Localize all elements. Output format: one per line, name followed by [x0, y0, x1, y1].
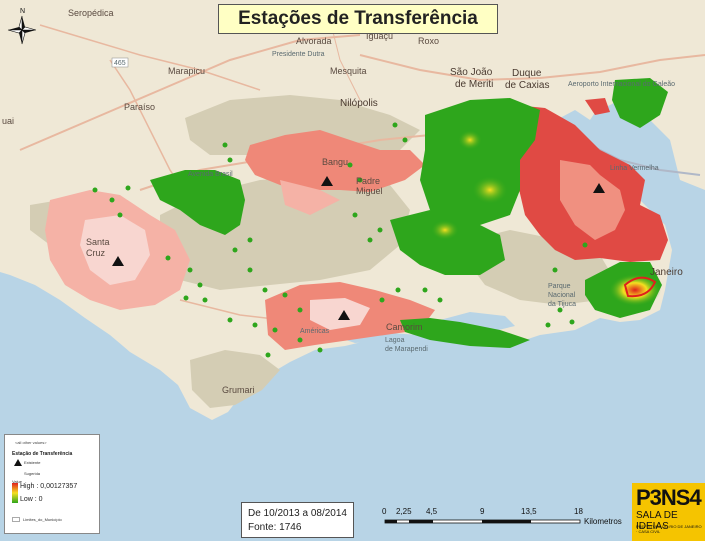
station-caju	[593, 183, 605, 193]
scale-tick-2: 4,5	[426, 507, 438, 516]
mountain-grumari	[190, 350, 280, 408]
label-de-meriti: de Meriti	[455, 79, 493, 90]
heatmap-hotspots	[431, 130, 661, 306]
lagoon-marapendi	[340, 333, 420, 343]
label-duque: Duque	[512, 68, 542, 79]
scale-bar	[384, 519, 581, 524]
existing-stations	[112, 176, 605, 320]
label-uai: uai	[2, 116, 14, 126]
label-iguacu: Iguaçu	[366, 31, 393, 41]
label-alvorada: Alvorada	[296, 36, 332, 46]
label-sao-joao: São João	[450, 67, 493, 78]
p3ns4-logo: P3NS4 SALA DE IDEIAS PREFEITURA DO RIO D…	[632, 483, 705, 541]
triangle-icon	[14, 459, 22, 466]
label-de-marapendi: de Marapendi	[385, 346, 428, 353]
legend-limites: Limites_do_Município	[23, 517, 62, 522]
scale-tick-0: 0	[382, 507, 387, 516]
label-nilopolis: Nilópolis	[340, 98, 378, 109]
logo-sub: PREFEITURA DO RIO DE JANEIRO · CASA CIVI…	[636, 524, 702, 534]
legend-existente: Existente	[24, 460, 41, 465]
label-da-tijuca: da Tijuca	[548, 301, 576, 308]
label-grumari: Grumari	[222, 385, 255, 395]
label-mesquita: Mesquita	[330, 66, 367, 76]
district-realengo	[280, 180, 340, 215]
compass-rose-icon: N	[7, 8, 37, 45]
compass-north-label: N	[20, 8, 25, 15]
district-bangu	[245, 130, 425, 192]
map-title: Estações de Transferência	[238, 8, 478, 29]
legend-sugerida: Sugerida	[24, 471, 41, 476]
label-roxo: Roxo	[418, 36, 439, 46]
station-barra	[338, 310, 350, 320]
label-br465: 465	[114, 60, 126, 67]
label-aeroporto: Aeroporto Internacional do Galeão	[568, 81, 675, 88]
date-source-box: De 10/2013 a 08/2014 Fonte: 1746	[241, 502, 354, 538]
data-source: Fonte: 1746	[248, 522, 302, 533]
district-galeao	[585, 98, 610, 115]
label-lagoa: Lagoa	[385, 337, 405, 344]
legend-value-label: Value	[12, 479, 22, 484]
scale-tick-1: 2,25	[396, 507, 412, 516]
label-avenida-brasil: Avenida Brasil	[188, 171, 233, 178]
label-nacional: Nacional	[548, 292, 576, 299]
island-governador	[560, 70, 625, 110]
suggested-station-dots	[92, 122, 588, 358]
label-marapicu: Marapicu	[168, 66, 205, 76]
label-seropedica: Seropédica	[68, 8, 114, 18]
boundary-swatch-icon	[12, 517, 20, 522]
mountain-mendanha	[185, 95, 420, 155]
legend-low: Low : 0	[20, 496, 43, 503]
legend-panel: <all other values> Estação de Transferên…	[4, 434, 100, 534]
date-range: De 10/2013 a 08/2014	[248, 508, 347, 519]
legend-title: Estação de Transferência	[12, 451, 73, 457]
color-ramp-icon	[12, 483, 18, 503]
legend-note: <all other values>	[15, 440, 47, 445]
label-rio-de-janeiro: Janeiro	[650, 267, 683, 278]
district-barra-pale	[310, 298, 370, 330]
label-santa: Santa	[86, 237, 110, 247]
station-santa-cruz	[112, 256, 124, 266]
map-title-box: Estações de Transferência	[218, 4, 498, 34]
logo-tagline: SALA DE IDEIAS	[636, 510, 678, 532]
label-americas: Américas	[300, 328, 330, 335]
label-bangu: Bangu	[322, 157, 348, 167]
label-de-caxias: de Caxias	[505, 80, 549, 91]
scale-tick-4: 13,5	[521, 507, 537, 516]
station-bangu	[321, 176, 333, 186]
label-parque: Parque	[548, 283, 571, 290]
label-miguel: Miguel	[356, 186, 383, 196]
scale-tick-3: 9	[480, 507, 485, 516]
label-cruz: Cruz	[86, 248, 106, 258]
scale-tick-5: 18	[574, 507, 583, 516]
scale-unit: Kilometros	[584, 517, 622, 526]
label-dutra: Presidente Dutra	[272, 51, 325, 58]
label-camorim: Camorim	[386, 322, 423, 332]
district-santa-cruz-pale	[80, 215, 150, 285]
legend-high: High : 0,00127357	[20, 483, 78, 490]
logo-name: P3NS4	[636, 485, 702, 510]
district-centro	[560, 160, 625, 240]
label-paraiso: Paraíso	[124, 102, 155, 112]
label-padre: Padre	[356, 176, 380, 186]
label-linha-vermelha: Linha Vermelha	[610, 165, 659, 172]
place-labels: Seropédica Alvorada Iguaçu Roxo Marapicu…	[2, 8, 683, 395]
